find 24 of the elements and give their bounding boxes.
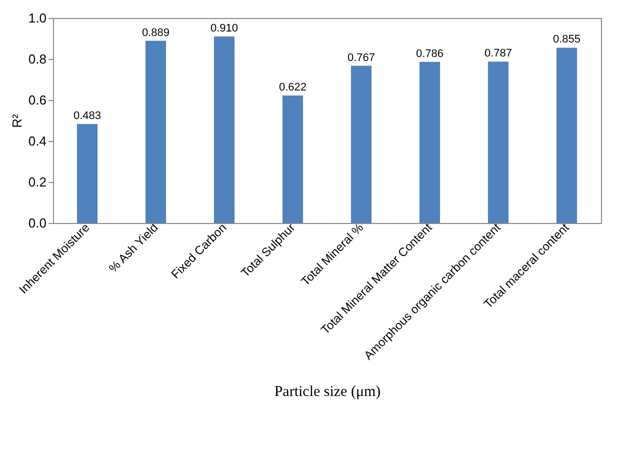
y-axis-title: R²: [9, 113, 24, 128]
y-tick-label: 0.2: [28, 174, 46, 190]
data-label: 0.889: [142, 26, 170, 39]
bar: [76, 124, 98, 223]
bar: [488, 62, 509, 223]
bar: [350, 66, 372, 223]
bar: [145, 40, 166, 223]
data-label: 0.622: [278, 81, 307, 94]
y-tick-label: 0.6: [28, 92, 46, 108]
data-label: 0.786: [416, 48, 444, 60]
bar: [556, 48, 578, 223]
data-label: 0.787: [484, 48, 512, 60]
bar: [214, 36, 235, 223]
bar: [282, 95, 304, 223]
data-label: 0.483: [73, 110, 102, 122]
bar: [419, 62, 440, 223]
data-label: 0.855: [552, 34, 581, 46]
data-label: 0.910: [210, 22, 238, 34]
y-tick-label: 1.0: [28, 10, 46, 26]
y-tick-label: 0.8: [28, 52, 46, 66]
y-tick-label: 0.0: [28, 216, 46, 230]
x-axis-title: Particle size (μm): [274, 384, 381, 400]
data-label: 0.767: [347, 52, 376, 64]
y-tick-label: 0.4: [28, 134, 46, 148]
